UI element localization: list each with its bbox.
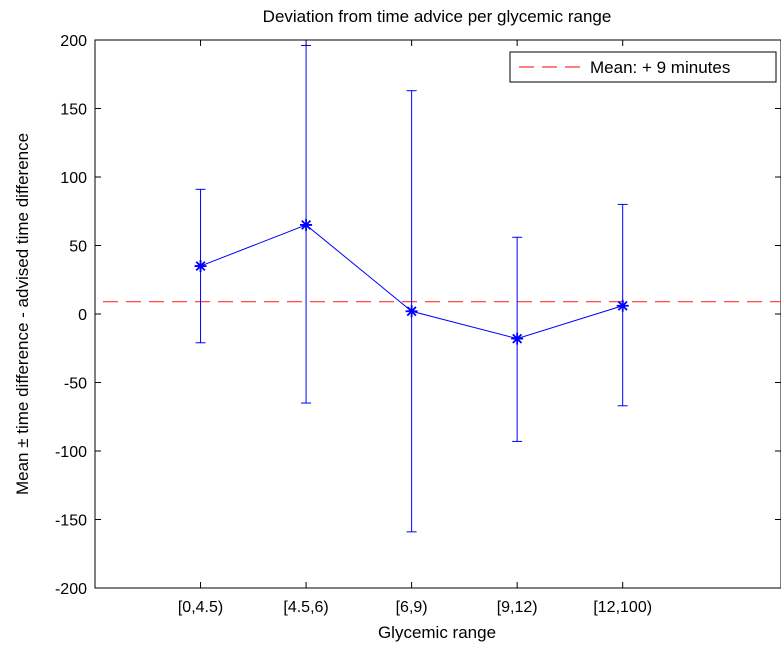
legend: Mean: + 9 minutes [509,51,777,83]
y-tick-label: -50 [64,376,87,393]
y-tick-label: 100 [60,170,87,187]
x-tick-label: [0,4.5) [178,599,223,616]
data-point [616,299,629,312]
legend-entry-reference-line: Mean: + 9 minutes [590,58,730,77]
data-point [194,260,207,273]
asterisk-marker [300,218,313,231]
x-tick-label: [12,100) [593,599,652,616]
x-tick-label: [6,9) [396,599,428,616]
y-tick-label: 150 [60,102,87,119]
x-axis-title: Glycemic range [378,623,496,642]
chart-title: Deviation from time advice per glycemic … [263,7,612,26]
y-tick-label: -150 [55,513,87,530]
y-tick-label: 50 [69,239,87,256]
y-tick-label: -100 [55,444,87,461]
x-axis-ticks: [0,4.5) [4.5,6) [6,9) [9,12) [12,100) [178,40,652,616]
y-axis-title: Mean ± time difference - advised time di… [13,133,32,495]
data-point [405,305,418,318]
series-layer [194,44,629,533]
y-tick-label: -200 [55,581,87,598]
y-tick-label: 200 [60,33,87,50]
y-axis-ticks: -200 -150 -100 -50 0 50 100 150 200 [55,33,781,598]
plot-area: -200 -150 -100 -50 0 50 100 150 200 [0,4.5) [4.5,… [55,33,781,616]
asterisk-marker [194,260,207,273]
data-point [300,218,313,231]
asterisk-marker [405,305,418,318]
asterisk-marker [616,299,629,312]
asterisk-marker [511,332,524,345]
y-tick-label: 0 [78,307,87,324]
x-tick-label: [9,12) [497,599,538,616]
x-tick-label: [4.5,6) [283,599,328,616]
data-point [511,332,524,345]
